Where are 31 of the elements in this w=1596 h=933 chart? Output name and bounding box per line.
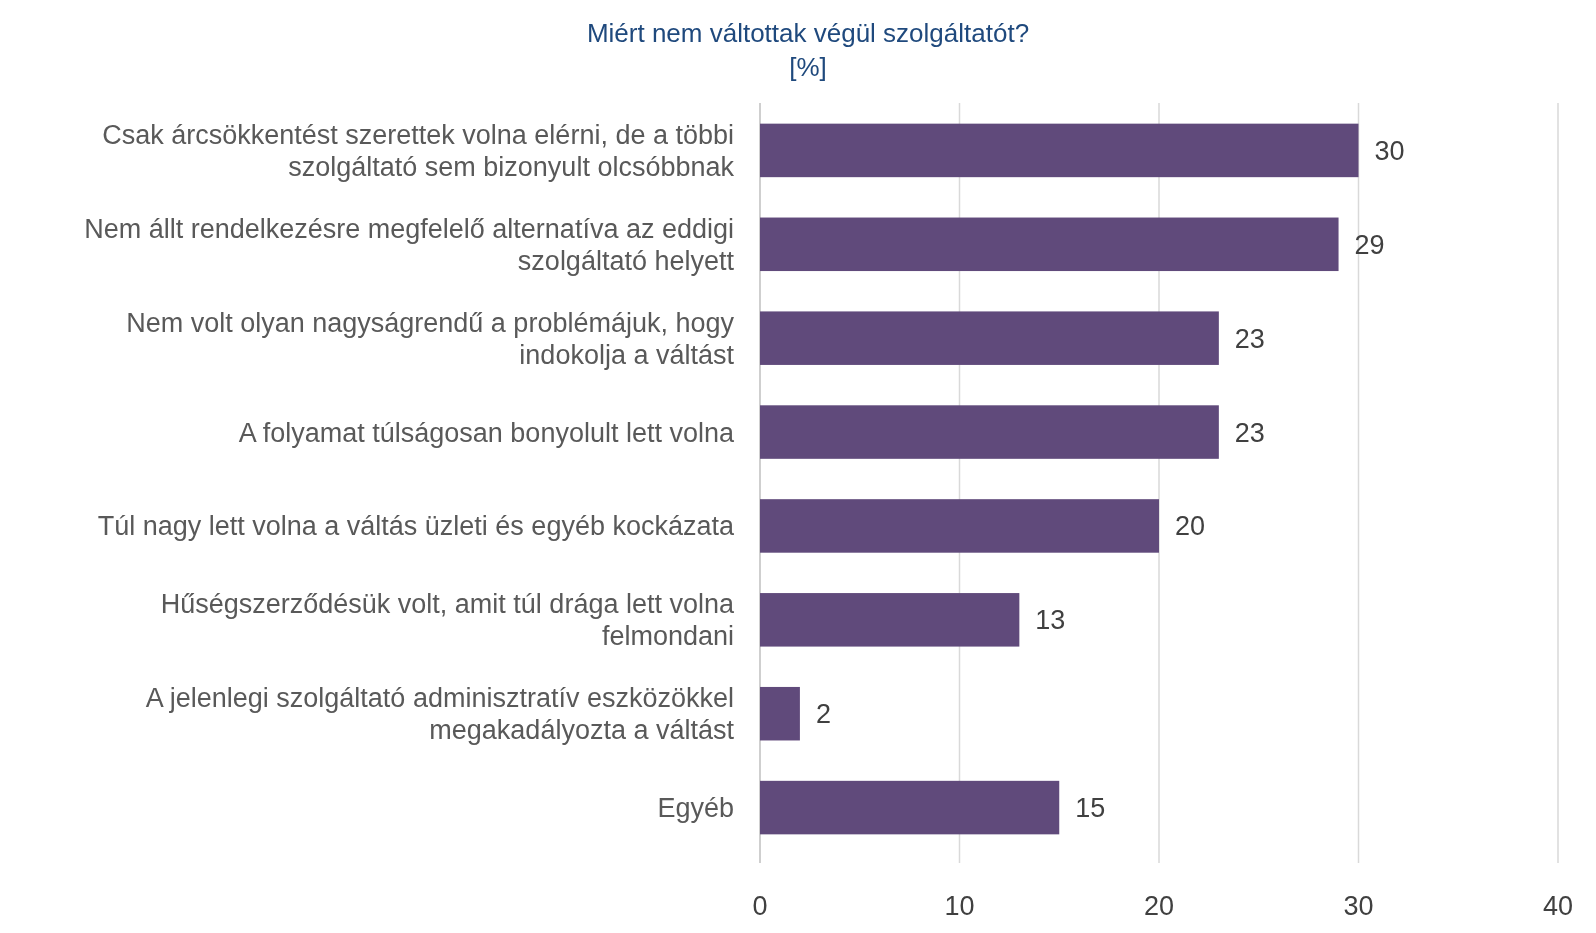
y-tick-label: Egyéb — [657, 793, 734, 824]
y-tick-label: Túl nagy lett volna a váltás üzleti és egyéb kockázata — [97, 511, 735, 542]
data-label: 15 — [1075, 793, 1106, 824]
data-label: 23 — [1234, 417, 1265, 448]
data-label: 30 — [1374, 135, 1405, 166]
chart-subtitle: [%] — [789, 52, 827, 82]
y-tick-label: A jelenlegi szolgáltató adminisztratív eszközökkel megakadályozta a váltást — [145, 683, 735, 746]
bar — [760, 217, 1339, 272]
data-label: 29 — [1354, 229, 1385, 260]
x-tick-label: 20 — [1143, 891, 1175, 921]
chart-title: Miért nem váltottak végül szolgáltatót? — [586, 18, 1030, 48]
y-tick-label: Nem volt olyan nagyságrendű a problémájuk, hogy indokolja a váltást — [126, 307, 735, 370]
y-tick-label: Nem állt rendelkezésre megfelelő alternatíva az eddigi szolgáltató helyett — [84, 213, 735, 276]
bar — [760, 499, 1159, 553]
x-tick-label: 30 — [1343, 891, 1374, 921]
y-tick-label: Hűségszerződésük volt, amit túl drága lett volna felmondani — [160, 589, 735, 652]
bar — [760, 405, 1219, 459]
y-tick-label: A folyamat túlságosan bonyolult lett volna — [238, 417, 735, 448]
data-label: 23 — [1234, 323, 1265, 354]
bar — [760, 311, 1219, 365]
data-label: 2 — [815, 699, 831, 730]
bar — [760, 593, 1020, 647]
data-label: 20 — [1175, 511, 1206, 542]
x-tick-label: 0 — [752, 891, 768, 921]
bar — [760, 686, 800, 741]
y-tick-label: Csak árcsökkentést szerettek volna elérni, de a többi szolgáltató sem bizonyult olcsóbbnak — [102, 119, 735, 182]
x-tick-label: 40 — [1542, 891, 1574, 921]
bar — [760, 780, 1060, 835]
bar — [760, 123, 1359, 178]
x-tick-label: 10 — [944, 891, 975, 921]
data-label: 13 — [1035, 605, 1066, 636]
